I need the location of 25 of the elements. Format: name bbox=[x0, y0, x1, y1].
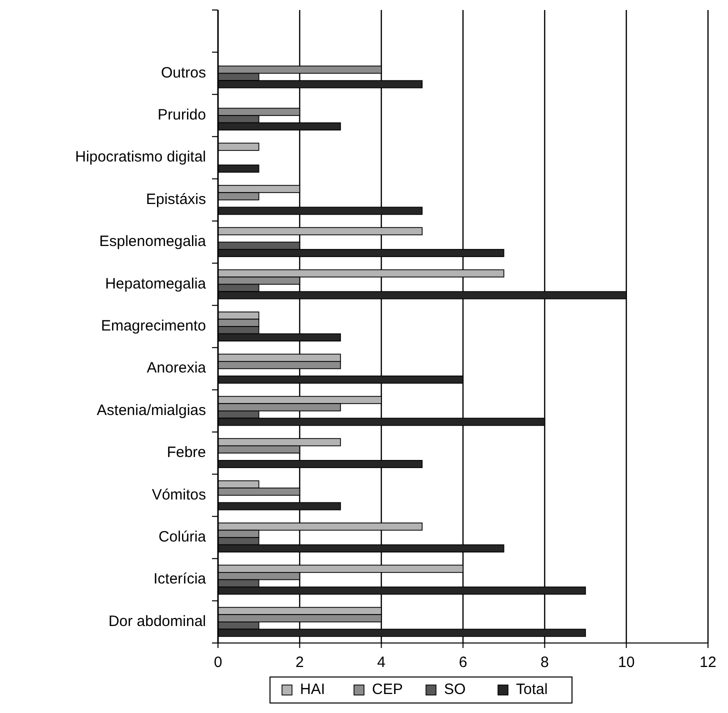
y-tick-label: Febre bbox=[166, 444, 206, 462]
legend-label: CEP bbox=[372, 680, 403, 698]
y-tick-label: Hipocratismo digital bbox=[75, 148, 206, 166]
y-tick-label: Prurido bbox=[158, 106, 206, 124]
y-tick-label: Epistáxis bbox=[146, 190, 206, 208]
x-tick-label: 4 bbox=[377, 654, 386, 671]
y-tick-label: Esplenomegalia bbox=[99, 233, 207, 250]
x-tick-label: 6 bbox=[458, 654, 468, 671]
x-tick-label: 8 bbox=[540, 654, 549, 671]
x-tick-label: 2 bbox=[295, 654, 304, 671]
y-tick-label: Emagrecimento bbox=[100, 317, 206, 334]
x-tick-label: 0 bbox=[214, 654, 222, 671]
y-tick-label: Dor abdominal bbox=[108, 612, 206, 630]
y-tick-label: Colúria bbox=[158, 528, 207, 546]
x-tick-label: 10 bbox=[618, 654, 635, 671]
y-tick-label: Astenia/mialgias bbox=[96, 402, 206, 419]
legend-label: Total bbox=[516, 680, 548, 698]
y-tick-label: Hepatomegalia bbox=[105, 275, 207, 292]
y-tick-label: Vómitos bbox=[152, 486, 206, 504]
legend-label: HAI bbox=[300, 680, 326, 698]
y-tick-label: Anorexia bbox=[146, 360, 207, 377]
x-tick-label: 12 bbox=[700, 654, 716, 671]
y-tick-label: Icterícia bbox=[153, 570, 207, 588]
y-tick-label: Outros bbox=[160, 64, 206, 82]
legend-label: SO bbox=[444, 680, 466, 698]
